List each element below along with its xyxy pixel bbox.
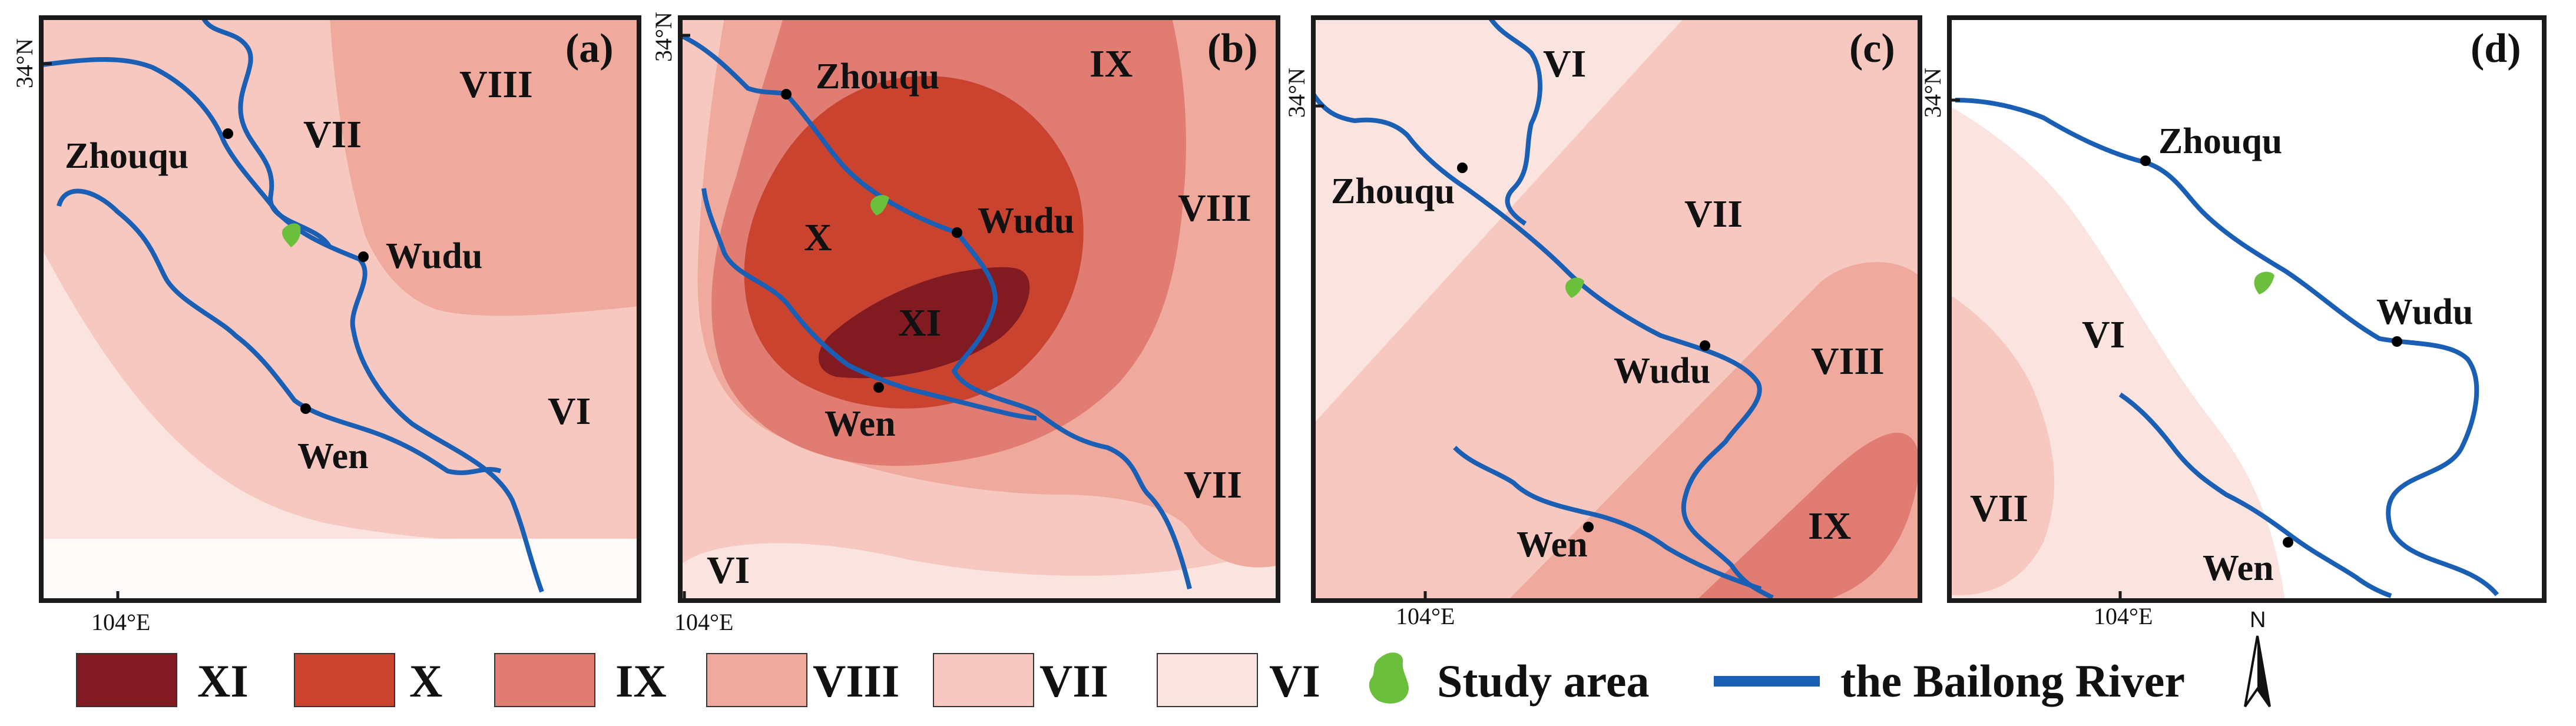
wudu-point bbox=[358, 251, 369, 262]
panel-tag-d: (d) bbox=[2471, 26, 2521, 71]
bailong-river-main-d bbox=[1955, 98, 2499, 596]
study-area-marker-c bbox=[1565, 277, 1584, 298]
north-label: N bbox=[2250, 608, 2266, 632]
label-wudu-d: Wudu bbox=[2376, 292, 2473, 332]
zhouqu-point-b bbox=[781, 89, 792, 100]
lat-label-d: 34°N bbox=[1919, 68, 1946, 118]
label-zhouqu-b: Zhouqu bbox=[816, 57, 939, 97]
wen-point-b bbox=[873, 382, 884, 393]
wudu-point-b bbox=[952, 227, 962, 238]
legend-label-xi: XI bbox=[197, 655, 249, 707]
study-area-marker-b bbox=[870, 195, 889, 216]
zone-label-vi-c: VI bbox=[1543, 42, 1586, 85]
legend: XI X IX VIII VII VI Study area the Bailo… bbox=[76, 608, 2271, 708]
label-wudu-b: Wudu bbox=[978, 201, 1074, 241]
lon-label-d: 104°E bbox=[2094, 603, 2153, 629]
lat-label-a: 34°N bbox=[11, 38, 38, 88]
legend-swatch-xi bbox=[76, 653, 177, 707]
zhouqu-point bbox=[223, 128, 233, 139]
legend-label-vi: VI bbox=[1269, 655, 1320, 707]
zone-label-viii: VIII bbox=[459, 63, 533, 106]
legend-label-river: the Bailong River bbox=[1840, 655, 2185, 707]
label-wen-c: Wen bbox=[1517, 525, 1588, 565]
label-zhouqu: Zhouqu bbox=[65, 136, 188, 176]
label-wen-b: Wen bbox=[825, 404, 896, 444]
lon-label-c: 104°E bbox=[1396, 603, 1455, 629]
panel-tag-a: (a) bbox=[565, 26, 614, 71]
legend-swatch-x bbox=[294, 653, 395, 707]
zone-label-viii-b: VIII bbox=[1178, 187, 1251, 230]
zone-label-vi: VI bbox=[548, 390, 591, 433]
legend-label-x: X bbox=[409, 655, 442, 707]
river-north-branch-c bbox=[1488, 18, 1542, 226]
river-wen-branch-c bbox=[1453, 446, 1762, 591]
legend-swatch-viii bbox=[706, 653, 807, 707]
zone-ix-area-c bbox=[1696, 432, 1919, 601]
label-wudu: Wudu bbox=[386, 236, 482, 276]
zhouqu-point-c bbox=[1457, 163, 1468, 173]
zone-label-vii: VII bbox=[303, 113, 362, 156]
river-north-branch bbox=[201, 18, 332, 249]
zone-viii-area bbox=[330, 18, 639, 316]
zone-label-vii-b: VII bbox=[1184, 463, 1242, 506]
zhouqu-point-d bbox=[2140, 155, 2151, 166]
river-wen-branch-b bbox=[701, 188, 1037, 420]
wen-point-c bbox=[1583, 522, 1594, 532]
zone-label-x-b: X bbox=[804, 216, 832, 259]
zone-label-vi-b: VI bbox=[707, 549, 750, 592]
panel-tag-b: (b) bbox=[1207, 26, 1258, 71]
river-icon bbox=[1714, 676, 1820, 687]
wen-point-d bbox=[2283, 537, 2293, 548]
zone-label-vii-d: VII bbox=[1970, 487, 2028, 530]
wen-point bbox=[300, 403, 311, 414]
zone-label-vi-d: VI bbox=[2082, 313, 2125, 356]
legend-label-study-area: Study area bbox=[1437, 655, 1649, 707]
wudu-point-d bbox=[2392, 336, 2402, 347]
panel-b-frame bbox=[678, 15, 1280, 603]
zone-label-viii-c: VIII bbox=[1811, 340, 1885, 383]
panel-d-frame bbox=[1947, 15, 2547, 603]
legend-label-ix: IX bbox=[615, 655, 667, 707]
panel-d: Zhouqu Wudu Wen VI VII (d) 34°N 104°E bbox=[1919, 15, 2547, 629]
zone-xi-area-b bbox=[819, 267, 1030, 379]
label-wen-d: Wen bbox=[2203, 548, 2274, 588]
label-wudu-c: Wudu bbox=[1614, 351, 1710, 391]
river-wen-branch-d bbox=[2118, 392, 2392, 598]
wudu-point-c bbox=[1700, 340, 1710, 351]
lat-label-c: 34°N bbox=[1283, 68, 1310, 118]
zone-label-vii-c: VII bbox=[1684, 193, 1743, 236]
label-zhouqu-c: Zhouqu bbox=[1331, 171, 1455, 211]
zone-label-ix-b: IX bbox=[1090, 42, 1133, 85]
label-zhouqu-d: Zhouqu bbox=[2158, 121, 2282, 161]
lat-label-b: 34°N bbox=[650, 12, 677, 62]
zone-label-xi-b: XI bbox=[898, 301, 941, 344]
panel-a: Zhouqu Wudu Wen VIII VII VI (a) 34°N 104… bbox=[11, 15, 641, 635]
study-area-marker-d bbox=[2254, 271, 2274, 294]
legend-swatch-ix bbox=[494, 653, 595, 707]
lon-label-a: 104°E bbox=[91, 609, 150, 635]
panel-b: Zhouqu Wudu Wen IX VIII VII VI X XI (b) … bbox=[650, 12, 1280, 635]
panel-tag-c: (c) bbox=[1849, 26, 1895, 71]
panel-c: Zhouqu Wudu Wen VI VII VIII IX (c) 34°N … bbox=[1283, 15, 1922, 629]
lon-label-b: 104°E bbox=[674, 609, 733, 635]
study-area-icon bbox=[1369, 652, 1409, 704]
legend-swatch-vii bbox=[933, 653, 1034, 707]
bailong-river-main-c bbox=[1313, 92, 1774, 600]
study-area-marker bbox=[282, 223, 301, 247]
label-wen: Wen bbox=[297, 436, 369, 476]
zone-label-ix-c: IX bbox=[1808, 505, 1851, 548]
river-wen-branch bbox=[57, 188, 502, 475]
legend-label-vii: VII bbox=[1039, 655, 1108, 707]
panel-a-frame bbox=[39, 15, 641, 603]
legend-swatch-vi bbox=[1157, 653, 1258, 707]
panel-c-frame bbox=[1311, 15, 1922, 603]
zone-vii-area-d bbox=[1949, 294, 2055, 595]
legend-label-viii: VIII bbox=[813, 655, 899, 707]
